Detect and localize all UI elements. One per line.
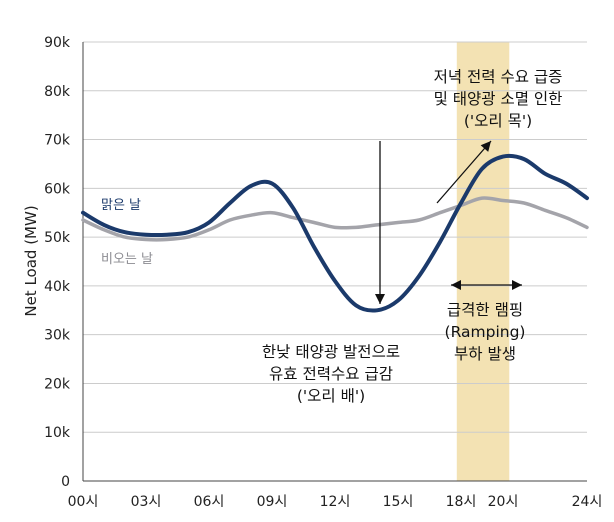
x-tick-label: 12시 <box>320 494 351 510</box>
annotation-text: 급격한 램핑 <box>447 301 523 319</box>
annotation-text: 저녁 전력 수요 급증 <box>434 68 563 86</box>
y-tick-label: 10k <box>44 425 71 441</box>
x-tick-label: 09시 <box>257 494 288 510</box>
y-tick-label: 70k <box>44 133 71 149</box>
annotation-text: 및 태양광 소멸 인한 <box>434 90 563 108</box>
annotations-layer: 저녁 전력 수요 급증및 태양광 소멸 인한 ('오리 목') 급격한 램핑 (Ram… <box>262 68 563 405</box>
x-tick-label: 24시 <box>572 494 603 510</box>
axes: 0 10k 20k 30k 40k 50k 60k 70k 80k 90k 00시 03시 06시 09시… <box>22 35 602 510</box>
neck-arrow-head <box>480 141 491 152</box>
y-tick-label: 50k <box>44 230 71 246</box>
y-tick-label: 80k <box>44 84 71 100</box>
label-mask <box>166 244 244 272</box>
y-tick-label: 40k <box>44 279 71 295</box>
y-tick-label: 20k <box>44 376 71 392</box>
annotation-text: 유효 전력수요 급감 <box>269 365 393 383</box>
ramp-arrow-head <box>512 280 522 290</box>
x-tick-label: 00시 <box>68 494 99 510</box>
neck-arrow-line <box>436 140 492 204</box>
x-tick-label: 15시 <box>383 494 414 510</box>
y-tick-label: 30k <box>44 328 71 344</box>
annotation-text: ('오리 목') <box>464 112 532 130</box>
grid-layer <box>83 41 587 433</box>
annotation-text: (Ramping) <box>445 323 526 341</box>
annotation-text: ('오리 배') <box>297 387 365 405</box>
x-tick-label: 18시 <box>446 494 477 510</box>
y-tick-label: 60k <box>44 181 71 197</box>
ramping-band <box>456 42 510 481</box>
x-tick-label: 20시 <box>488 494 519 510</box>
y-axis-label: Net Load (MW) <box>22 205 40 316</box>
y-tick-label: 0 <box>61 474 70 490</box>
series-label: 비오는 날 <box>101 252 153 267</box>
series-line <box>81 196 589 242</box>
x-tick-label: 06시 <box>194 494 225 510</box>
ramping-band-layer <box>456 42 510 481</box>
annotation-text: 한낮 태양광 발전으로 <box>262 343 400 361</box>
x-tick-label: 03시 <box>131 494 162 510</box>
series-line <box>81 153 589 313</box>
series-layer <box>81 153 589 313</box>
series-label: 맑은 날 <box>101 198 141 213</box>
annotation-text: 부하 발생 <box>454 345 516 363</box>
belly-arrow-head <box>375 294 385 304</box>
ramp-arrow-head <box>451 280 461 290</box>
y-tick-label: 90k <box>44 35 71 51</box>
